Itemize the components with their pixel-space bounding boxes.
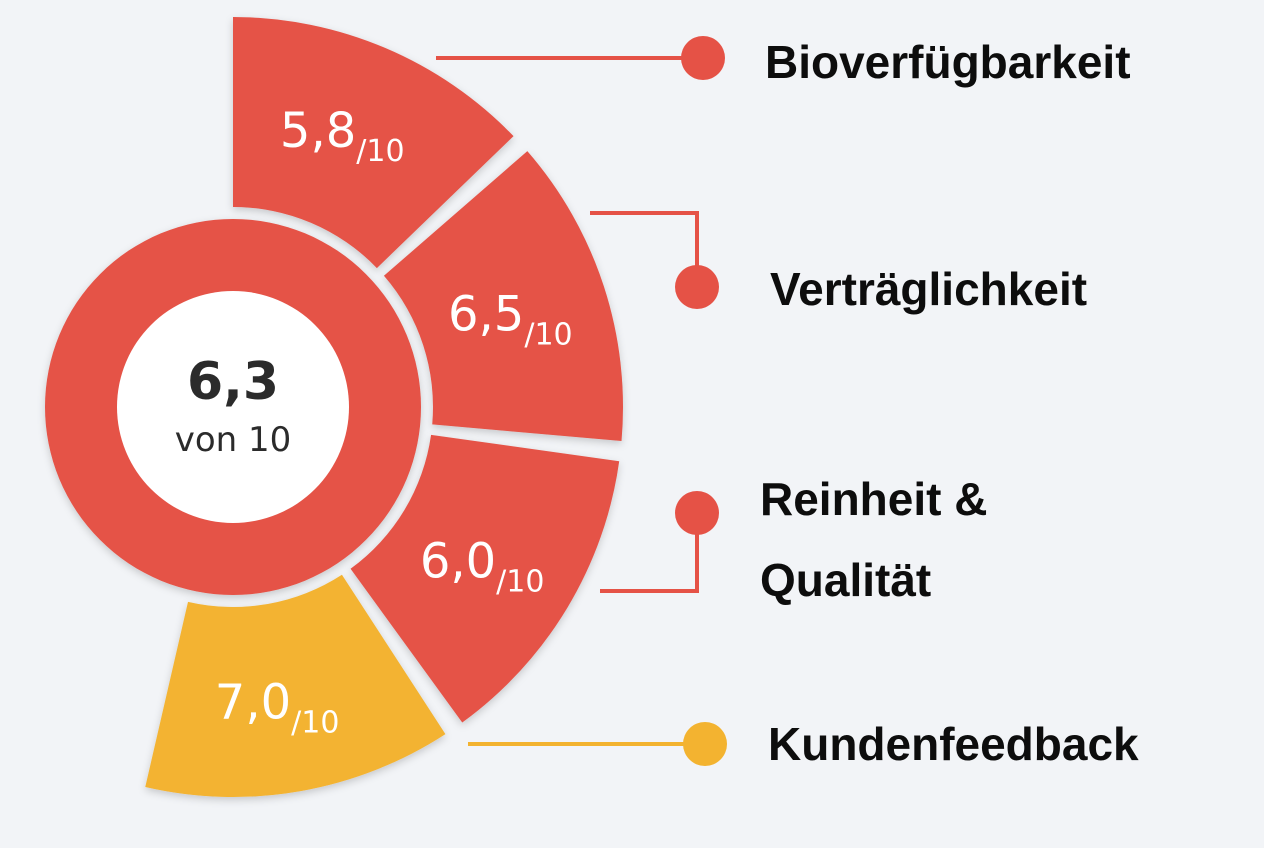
connector-lines — [436, 36, 727, 766]
connector-dot-1 — [681, 36, 725, 80]
category-label-4: Kundenfeedback — [768, 718, 1139, 770]
segment-value-2: 6,5/10 — [448, 286, 573, 352]
segment-value-3: 6,0/10 — [420, 534, 545, 600]
overall-score-value: 6,3 — [187, 352, 279, 412]
score-segment-3 — [350, 434, 620, 723]
segment-value-4: 7,0/10 — [215, 674, 340, 740]
category-label-3-line-1: Reinheit & — [760, 473, 987, 525]
connector-dot-4 — [683, 722, 727, 766]
category-label-2: Verträglichkeit — [770, 263, 1087, 315]
overall-score-caption: von 10 — [175, 420, 292, 460]
segment-value-1: 5,8/10 — [280, 103, 405, 169]
score-segment-1 — [233, 17, 514, 269]
score-segments: 5,8/10 6,5/10 6,0/10 7,0/10 — [145, 17, 623, 798]
category-label-1: Bioverfügbarkeit — [765, 36, 1131, 88]
category-label-3-line-2: Qualität — [760, 554, 931, 606]
overall-score-ring: 6,3 von 10 — [45, 219, 421, 595]
connector-line-3 — [600, 513, 699, 593]
score-segment-2 — [383, 151, 623, 441]
score-segment-4 — [145, 574, 446, 798]
connector-dot-3 — [675, 491, 719, 535]
connector-line-2 — [590, 211, 699, 287]
connector-dot-2 — [675, 265, 719, 309]
category-labels: Bioverfügbarkeit Verträglichkeit Reinheit … — [760, 36, 1139, 770]
overall-ring-center — [117, 291, 349, 523]
